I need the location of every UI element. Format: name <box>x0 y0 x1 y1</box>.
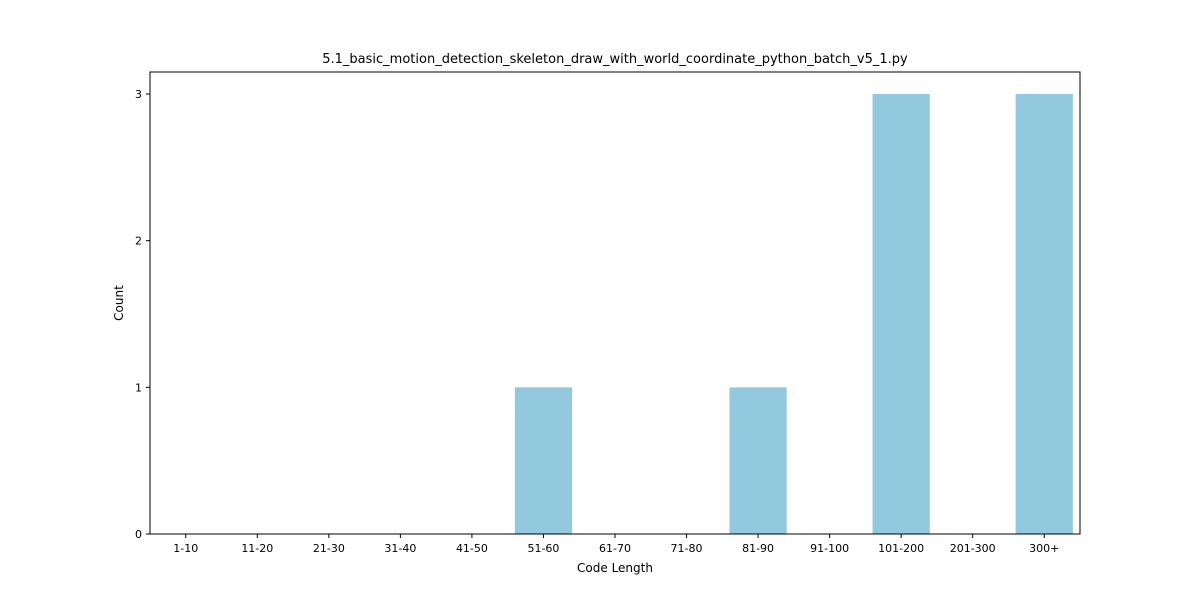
bars-group <box>514 94 1073 534</box>
y-tick-label: 3 <box>135 88 142 101</box>
x-tick-label: 61-70 <box>599 542 631 555</box>
x-tick-label: 81-90 <box>742 542 774 555</box>
x-tick-label: 41-50 <box>456 542 488 555</box>
x-tick-label: 300+ <box>1029 542 1059 555</box>
x-tick-label: 1-10 <box>173 542 198 555</box>
chart-title: 5.1_basic_motion_detection_skeleton_draw… <box>322 52 908 67</box>
y-axis-label: Count <box>112 285 126 321</box>
x-axis-label: Code Length <box>577 561 653 575</box>
x-tick-label: 21-30 <box>313 542 345 555</box>
x-axis: 1-10 11-20 21-30 31-40 41-50 51-60 61-70 71-80 8… <box>173 534 1059 555</box>
y-tick-label: 2 <box>135 235 142 248</box>
bar-51-60 <box>514 387 573 534</box>
x-tick-label: 71-80 <box>671 542 703 555</box>
y-tick-label: 0 <box>135 528 142 541</box>
bar-101-200 <box>872 94 930 534</box>
x-tick-label: 31-40 <box>384 542 416 555</box>
x-tick-label: 11-20 <box>241 542 273 555</box>
x-tick-label: 101-200 <box>878 542 924 555</box>
bar-300+ <box>1015 94 1073 534</box>
x-tick-label: 51-60 <box>527 542 559 555</box>
y-axis: 0 1 2 3 <box>135 88 150 541</box>
plot-frame <box>149 71 1081 535</box>
x-tick-label: 201-300 <box>950 542 996 555</box>
bar-81-90 <box>729 387 787 534</box>
x-tick-label: 91-100 <box>810 542 849 555</box>
y-tick-label: 1 <box>135 381 142 394</box>
